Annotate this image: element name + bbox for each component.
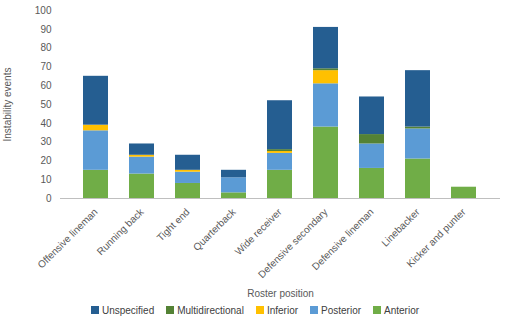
svg-text:60: 60 <box>40 80 52 91</box>
svg-text:50: 50 <box>40 99 52 110</box>
svg-text:10: 10 <box>40 174 52 185</box>
html-text:Inferior: Inferior <box>266 304 298 316</box>
svg-text:70: 70 <box>40 61 52 72</box>
html-text:Anterior: Anterior <box>384 304 420 316</box>
svg-text:Offensive lineman: Offensive lineman <box>35 206 99 270</box>
svg-text:Wide receiver: Wide receiver <box>233 206 284 257</box>
html-text:Posterior: Posterior <box>321 304 361 316</box>
svg-text:20: 20 <box>40 155 52 166</box>
svg-text:Tight end: Tight end <box>155 206 192 243</box>
svg-text:0: 0 <box>46 193 52 204</box>
svg-text:Defensive secondary: Defensive secondary <box>255 206 330 280</box>
svg-text:40: 40 <box>40 118 52 129</box>
svg-text:90: 90 <box>40 24 52 35</box>
svg-text:Instability events: Instability events <box>2 68 13 142</box>
svg-text:Kicker and punter: Kicker and punter <box>404 206 468 270</box>
svg-text:Defensive lineman: Defensive lineman <box>310 206 376 272</box>
svg-text:100: 100 <box>35 5 52 16</box>
svg-text:80: 80 <box>40 42 52 53</box>
html-text:Multidirectional: Multidirectional <box>177 304 244 316</box>
svg-text:30: 30 <box>40 136 52 147</box>
svg-text:Running back: Running back <box>95 206 147 258</box>
svg-text:Linebacker: Linebacker <box>379 206 422 249</box>
html-text:Unspecified: Unspecified <box>101 304 155 316</box>
svg-text:Quarterback: Quarterback <box>191 206 238 253</box>
svg-text:Roster position: Roster position <box>247 288 314 299</box>
